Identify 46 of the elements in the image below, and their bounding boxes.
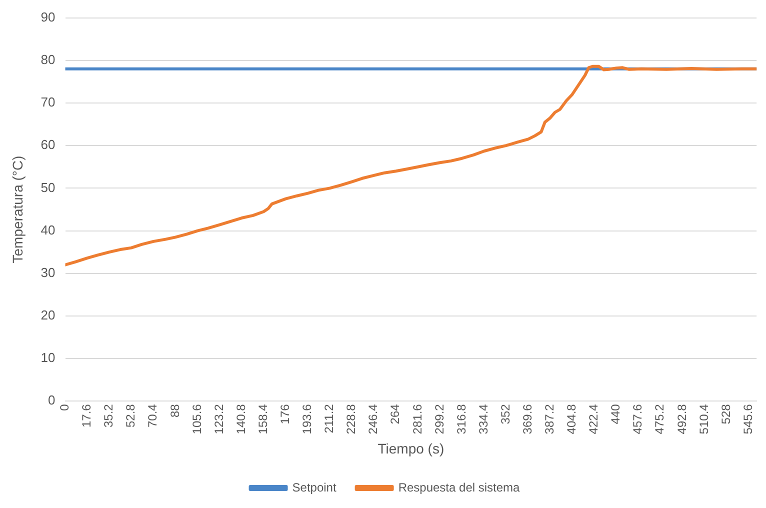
y-tick-label: 80	[40, 52, 56, 67]
legend-label: Setpoint	[292, 480, 337, 494]
x-tick-label: 422.4	[586, 404, 601, 434]
x-tick-label: 140.8	[234, 404, 248, 434]
x-tick-label: 52.8	[124, 404, 138, 428]
x-tick-label: 158.4	[256, 404, 270, 434]
x-tick-label: 0	[58, 404, 72, 411]
x-tick-label: 316.8	[454, 404, 468, 434]
y-tick-label: 20	[40, 308, 56, 323]
x-tick-label: 299.2	[432, 404, 446, 434]
y-tick-label: 0	[48, 392, 56, 408]
y-tick-label: 60	[40, 137, 56, 152]
x-tick-label: 211.2	[322, 404, 336, 434]
legend-label: Respuesta del sistema	[398, 480, 520, 494]
x-axis-title: Tiempo (s)	[378, 440, 444, 456]
x-tick-label: 281.6	[410, 404, 424, 434]
x-tick-label: 105.6	[190, 404, 204, 434]
x-tick-label: 228.8	[344, 404, 358, 434]
x-tick-label: 352	[498, 404, 512, 424]
y-tick-label: 30	[40, 264, 56, 280]
x-tick-label: 88	[168, 404, 182, 418]
y-tick-label: 40	[40, 222, 56, 238]
x-tick-label: 387.2	[542, 404, 557, 434]
y-axis-title: Temperatura (°C)	[9, 156, 26, 264]
x-tick-label: 123.2	[212, 404, 226, 434]
x-tick-label: 17.6	[80, 404, 94, 428]
x-tick-label: 457.6	[630, 404, 645, 434]
x-tick-label: 193.6	[300, 404, 314, 434]
x-tick-label: 70.4	[146, 404, 160, 428]
x-tick-label: 528	[718, 404, 733, 424]
y-tick-label: 50	[40, 180, 56, 195]
y-tick-label: 90	[40, 9, 56, 24]
x-tick-label: 35.2	[102, 404, 116, 428]
x-tick-label: 404.8	[564, 404, 579, 434]
x-tick-label: 176	[278, 404, 292, 424]
x-tick-label: 510.4	[696, 404, 711, 434]
x-tick-label: 369.6	[520, 404, 534, 434]
x-tick-label: 440	[608, 404, 623, 424]
y-tick-label: 10	[40, 350, 56, 366]
y-tick-label: 70	[40, 94, 56, 110]
x-tick-label: 246.4	[366, 404, 380, 434]
x-tick-label: 475.2	[652, 404, 667, 434]
x-tick-label: 334.4	[476, 404, 490, 434]
x-tick-label: 545.6	[740, 404, 755, 434]
x-tick-label: 264	[388, 404, 402, 424]
x-tick-label: 492.8	[674, 404, 689, 434]
